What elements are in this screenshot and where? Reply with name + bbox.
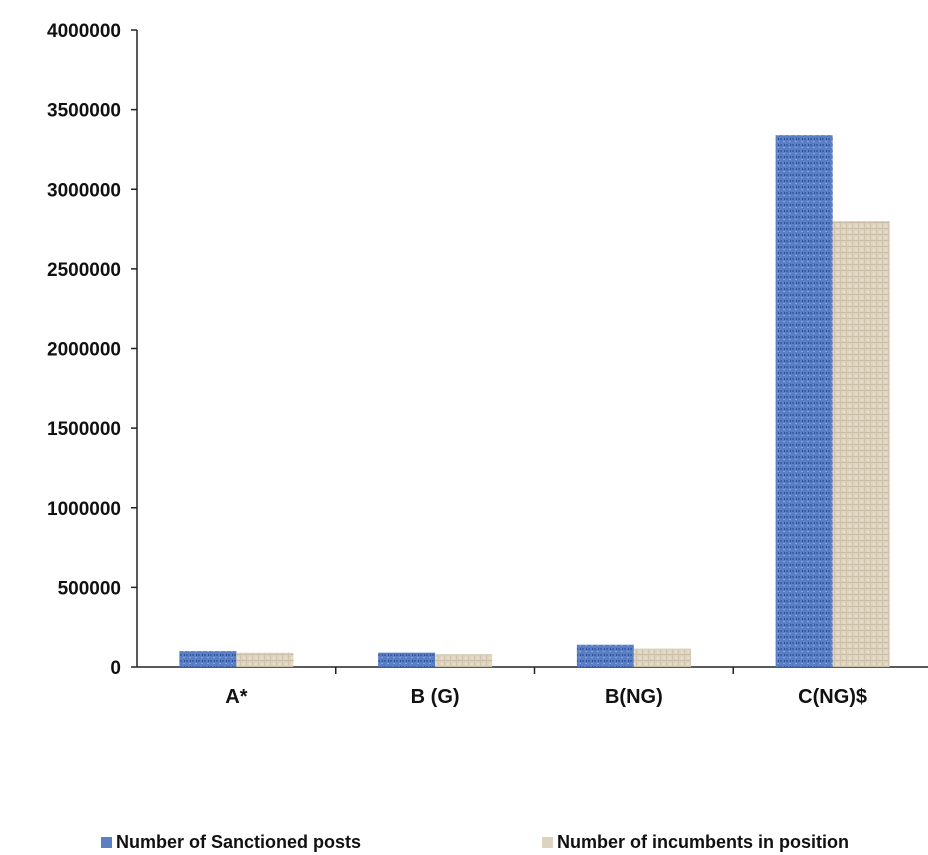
chart-legend: Number of Sanctioned posts Number of inc… xyxy=(0,832,928,854)
legend-label-incumbents: Number of incumbents in position xyxy=(557,832,849,852)
legend-swatch-sanctioned xyxy=(101,837,112,848)
x-category-label: B(NG) xyxy=(605,686,663,708)
y-tick-label: 2000000 xyxy=(47,340,121,361)
y-tick-label: 2500000 xyxy=(47,260,121,281)
y-tick-label: 3500000 xyxy=(47,101,121,122)
y-tick-label: 500000 xyxy=(58,578,121,599)
legend-item-sanctioned: Number of Sanctioned posts xyxy=(101,832,361,853)
bar-incumbents-0 xyxy=(236,652,294,667)
bar-incumbents-2 xyxy=(633,648,691,667)
y-tick-label: 1500000 xyxy=(47,419,121,440)
y-tick-label: 3000000 xyxy=(47,180,121,201)
y-tick-label: 1000000 xyxy=(47,499,121,520)
y-tick-label: 0 xyxy=(110,658,121,679)
y-axis-ticks: 0 500000 1000000 1500000 2000000 2500000 30000… xyxy=(47,21,137,679)
bar-chart: 0 500000 1000000 1500000 2000000 2500000 30000… xyxy=(47,21,928,708)
bar-sanctioned-3 xyxy=(775,135,833,668)
bar-incumbents-3 xyxy=(832,221,890,667)
legend-label-sanctioned: Number of Sanctioned posts xyxy=(116,832,362,852)
x-category-label: C(NG)$ xyxy=(798,686,867,708)
bar-incumbents-1 xyxy=(435,654,493,667)
bar-sanctioned-2 xyxy=(576,644,634,667)
bar-sanctioned-0 xyxy=(179,651,237,667)
y-tick-label: 4000000 xyxy=(47,21,121,42)
legend-swatch-incumbents xyxy=(542,837,553,848)
x-category-label: A* xyxy=(225,686,247,708)
x-category-label: B (G) xyxy=(411,686,460,708)
x-axis-labels: A* B (G) B(NG) C(NG)$ xyxy=(225,686,867,708)
bar-series xyxy=(179,135,890,668)
legend-item-incumbents: Number of incumbents in position xyxy=(542,832,849,853)
bar-sanctioned-1 xyxy=(378,652,436,667)
